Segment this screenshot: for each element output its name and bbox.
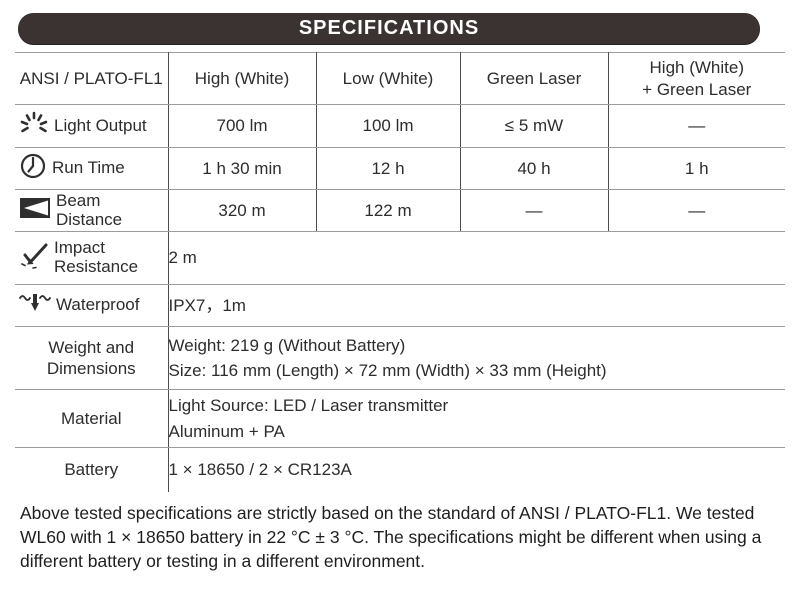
table-row: Weight and Dimensions Weight: 219 g (Wit… (15, 326, 785, 390)
cell-value: 122 m (316, 189, 461, 232)
cell-value: 320 m (168, 189, 317, 232)
cell-value: Light Source: LED / Laser transmitter Al… (168, 389, 785, 448)
column-header-high-white: High (White) (168, 52, 317, 105)
column-header-green-laser: Green Laser (460, 52, 609, 105)
cell-value: Weight: 219 g (Without Battery) Size: 11… (168, 326, 785, 390)
table-row: Light Output 700 lm 100 lm ≤ 5 mW — (15, 104, 785, 148)
row-label: Light Output (54, 115, 147, 135)
row-label: Battery (15, 447, 169, 492)
row-label: Beam Distance (56, 190, 123, 229)
spec-table: ANSI / PLATO-FL1 High (White) Low (White… (15, 52, 785, 492)
cell-value: 12 h (316, 147, 461, 190)
cell-value: — (608, 104, 785, 148)
cell-value: IPX7，1m (168, 284, 785, 327)
cell-value: 1 h 30 min (168, 147, 317, 190)
cell-value: ≤ 5 mW (460, 104, 609, 148)
column-header-high-white-green-laser: High (White) + Green Laser (608, 52, 785, 105)
row-label: Impact Resistance (54, 238, 139, 276)
column-header-low-white: Low (White) (316, 52, 461, 105)
row-label: Weight and Dimensions (15, 326, 169, 390)
table-row: Run Time 1 h 30 min 12 h 40 h 1 h (15, 147, 785, 190)
column-header-standard: ANSI / PLATO-FL1 (15, 52, 169, 105)
table-header-row: ANSI / PLATO-FL1 High (White) Low (White… (15, 52, 785, 105)
specifications-header-bar: SPECIFICATIONS (18, 13, 760, 44)
table-row: Battery 1 × 18650 / 2 × CR123A (15, 447, 785, 492)
cell-value: 700 lm (168, 104, 317, 148)
footnote: Above tested specifications are strictly… (20, 503, 762, 571)
cell-value: — (460, 189, 609, 232)
cell-value: 1 × 18650 / 2 × CR123A (168, 460, 352, 479)
cell-value: 100 lm (316, 104, 461, 148)
beam-icon (19, 196, 51, 225)
cell-value: — (608, 189, 785, 232)
cell-value: 1 h (608, 147, 785, 190)
table-row: Waterproof IPX7，1m (15, 284, 785, 327)
light-rays-icon (19, 111, 49, 142)
row-label: Run Time (52, 158, 125, 178)
table-row: Impact Resistance 2 m (15, 231, 785, 285)
row-label: Material (15, 389, 169, 448)
row-label: Waterproof (56, 295, 140, 315)
page-title: SPECIFICATIONS (298, 17, 480, 39)
cell-value: 40 h (460, 147, 609, 190)
impact-arrow-icon (19, 242, 49, 275)
table-row: Beam Distance 320 m 122 m — — (15, 189, 785, 232)
clock-icon (19, 152, 47, 185)
submersion-icon (19, 291, 51, 320)
table-row: Material Light Source: LED / Laser trans… (15, 389, 785, 448)
cell-value: 2 m (168, 231, 785, 285)
